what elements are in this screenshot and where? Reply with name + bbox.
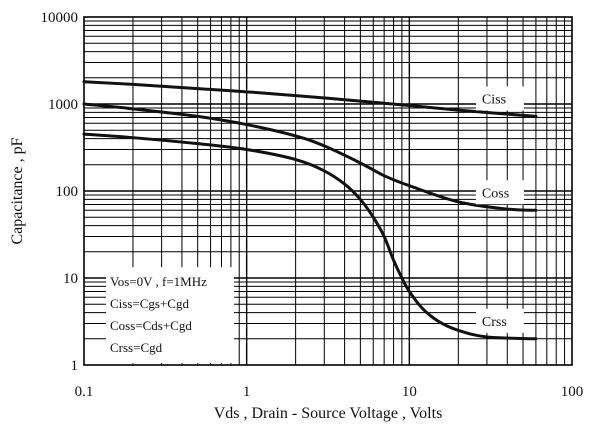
conditions-annotation: Vos=0V , f=1MHz Ciss=Cgs+Cgd Coss=Cds+Cgd C… [106, 267, 234, 364]
x-tick-label: 0.1 [75, 384, 94, 400]
plot-area-frame [83, 16, 573, 366]
coss-label-background [475, 180, 524, 205]
grid [84, 17, 572, 365]
y-tick-label: 10000 [41, 10, 79, 26]
y-tick-label: 10 [63, 271, 78, 287]
curves [82, 80, 538, 341]
y-tick-label: 100 [56, 184, 79, 200]
tick-labels: 0.1 1 10 100 1 10 100 1000 10000 [41, 10, 584, 400]
ciss-curve [82, 80, 538, 118]
crss-label-background [475, 308, 524, 333]
coss-curve [82, 102, 538, 212]
condition-line: Crss=Cgd [110, 340, 163, 355]
crss-label: Crss [482, 315, 507, 330]
crss-curve [82, 132, 538, 341]
y-axis-title: Capacitance , pF [9, 137, 26, 244]
condition-line: Vos=0V , f=1MHz [110, 274, 207, 289]
x-tick-label: 1 [243, 384, 251, 400]
y-tick-label: 1000 [48, 97, 78, 113]
ciss-label: Ciss [482, 92, 506, 107]
conditions-background [106, 267, 234, 364]
coss-label: Coss [482, 186, 509, 201]
condition-line: Ciss=Cgs+Cgd [110, 296, 189, 311]
ciss-label-background [475, 86, 524, 111]
y-tick-label: 1 [71, 358, 79, 374]
series-labels: Ciss Coss Crss [475, 86, 524, 333]
condition-line: Coss=Cds+Cgd [110, 318, 192, 333]
x-tick-label: 10 [402, 384, 417, 400]
x-tick-label: 100 [561, 384, 584, 400]
x-axis-title: Vds , Drain - Source Voltage , Volts [214, 405, 443, 422]
